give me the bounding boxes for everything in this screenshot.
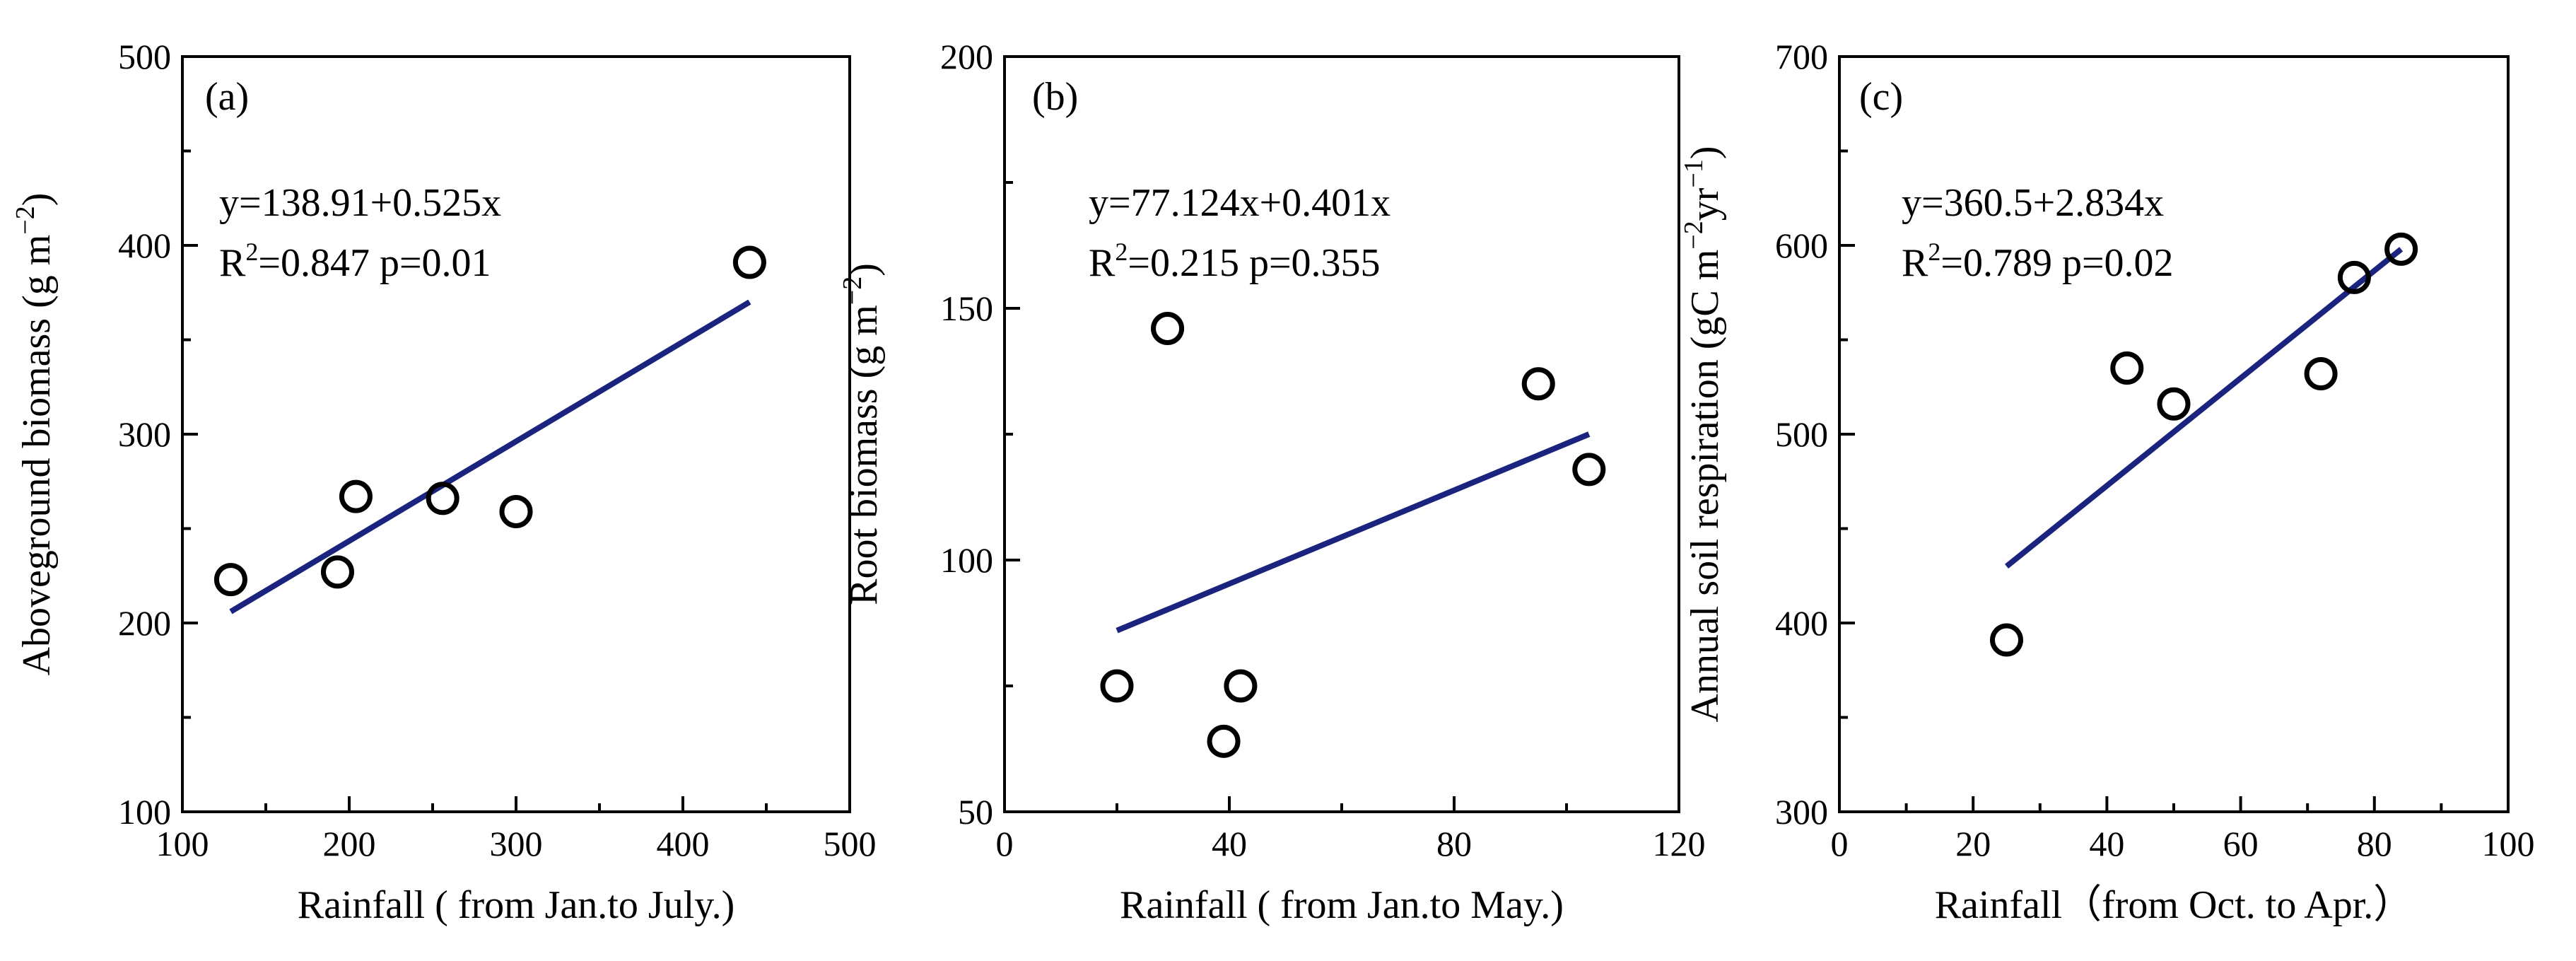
r-squared-annotation: R2=0.215 p=0.355: [1089, 238, 1381, 285]
x-tick-label: 40: [1212, 824, 1247, 863]
x-axis-title: Rainfall ( from Jan.to July.): [298, 883, 734, 927]
panel-label: (c): [1859, 75, 1903, 119]
data-point: [1207, 724, 1241, 758]
data-point: [1572, 453, 1606, 487]
y-tick-label: 700: [1775, 37, 1828, 76]
data-point: [2304, 357, 2338, 391]
y-axis-title: Annual soil respiration (gC m−2yr−1): [1679, 146, 1727, 723]
y-tick-label: 400: [118, 226, 171, 265]
regression-line: [229, 299, 751, 615]
x-tick-label: 120: [1653, 824, 1706, 863]
regression-line: [2004, 247, 2404, 569]
regression-equation: y=138.91+0.525x: [219, 181, 501, 225]
panel-label: (b): [1032, 75, 1078, 119]
data-point: [2110, 351, 2144, 385]
x-axis-title: Rainfall（from Oct. to Apr.）: [1935, 883, 2413, 927]
panel-label: (a): [205, 75, 249, 119]
y-tick-label: 500: [118, 37, 171, 76]
data-point: [2337, 260, 2371, 294]
data-point: [320, 555, 354, 589]
data-point: [213, 563, 247, 597]
y-tick-label: 200: [940, 37, 993, 76]
y-tick-label: 200: [118, 603, 171, 643]
data-point: [499, 494, 533, 528]
data-point: [1990, 623, 2023, 657]
x-tick-label: 200: [323, 824, 376, 863]
data-point: [1521, 367, 1555, 401]
y-tick-label: 300: [1775, 792, 1828, 832]
plot-frame-1: [181, 55, 851, 813]
r-squared-annotation: R2=0.847 p=0.01: [219, 238, 491, 285]
y-tick-label: 100: [118, 792, 171, 832]
regression-line: [1116, 431, 1591, 634]
data-point: [426, 482, 459, 516]
y-tick-label: 600: [1775, 226, 1828, 265]
x-tick-label: 300: [490, 824, 543, 863]
plot-frame-2: [1003, 55, 1680, 813]
x-tick-label: 20: [1955, 824, 1991, 863]
data-point: [339, 479, 373, 513]
regression-equation: y=360.5+2.834x: [1902, 181, 2164, 225]
y-axis-title: Aboveground biomass (g m−2): [11, 193, 59, 676]
x-tick-label: 400: [657, 824, 710, 863]
data-point: [732, 245, 766, 279]
y-tick-label: 100: [940, 540, 993, 580]
data-point: [1100, 669, 1134, 703]
data-point: [1151, 311, 1185, 345]
y-axis-title: Root biomass (g m−2): [838, 263, 886, 605]
x-tick-label: 100: [156, 824, 209, 863]
x-tick-label: 500: [824, 824, 877, 863]
x-tick-label: 100: [2482, 824, 2535, 863]
y-tick-label: 400: [1775, 603, 1828, 643]
y-tick-label: 300: [118, 414, 171, 454]
regression-equation: y=77.124x+0.401x: [1089, 181, 1391, 225]
y-tick-label: 50: [958, 792, 993, 832]
x-tick-label: 0: [996, 824, 1014, 863]
data-point: [2157, 387, 2191, 421]
x-tick-label: 80: [1436, 824, 1472, 863]
x-axis-title: Rainfall ( from Jan.to May.): [1120, 883, 1564, 927]
data-point: [1224, 669, 1258, 703]
x-tick-label: 40: [2089, 824, 2124, 863]
data-point: [2384, 232, 2418, 266]
x-tick-label: 80: [2357, 824, 2392, 863]
x-tick-label: 0: [1831, 824, 1849, 863]
y-tick-label: 500: [1775, 414, 1828, 454]
y-tick-label: 150: [940, 289, 993, 328]
r-squared-annotation: R2=0.789 p=0.02: [1902, 238, 2174, 285]
x-tick-label: 60: [2223, 824, 2259, 863]
